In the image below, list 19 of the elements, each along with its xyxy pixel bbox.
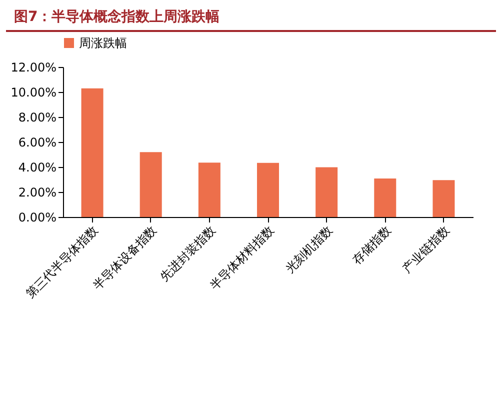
bar	[257, 162, 279, 217]
y-tick-label: 8.00%	[18, 110, 56, 124]
legend-label: 周涨跌幅	[79, 36, 127, 50]
y-tick-label: 10.00%	[10, 86, 56, 100]
bar	[374, 178, 396, 217]
y-tick-label: 0.00%	[18, 210, 56, 224]
y-tick-label: 2.00%	[18, 186, 56, 200]
bar	[198, 162, 220, 217]
x-tick-label: 光刻机指数	[282, 223, 336, 276]
chart-title: 图7：半导体概念指数上周涨跌幅	[6, 0, 496, 32]
bar	[432, 180, 455, 217]
y-tick-label: 4.00%	[18, 160, 56, 174]
x-tick-label: 存储指数	[350, 223, 394, 267]
y-tick-label: 12.00%	[10, 60, 56, 74]
x-tick-label: 产业链指数	[400, 223, 452, 276]
bar	[81, 88, 104, 217]
bar	[140, 152, 162, 217]
bar	[316, 167, 338, 217]
y-tick-label: 6.00%	[18, 136, 56, 150]
